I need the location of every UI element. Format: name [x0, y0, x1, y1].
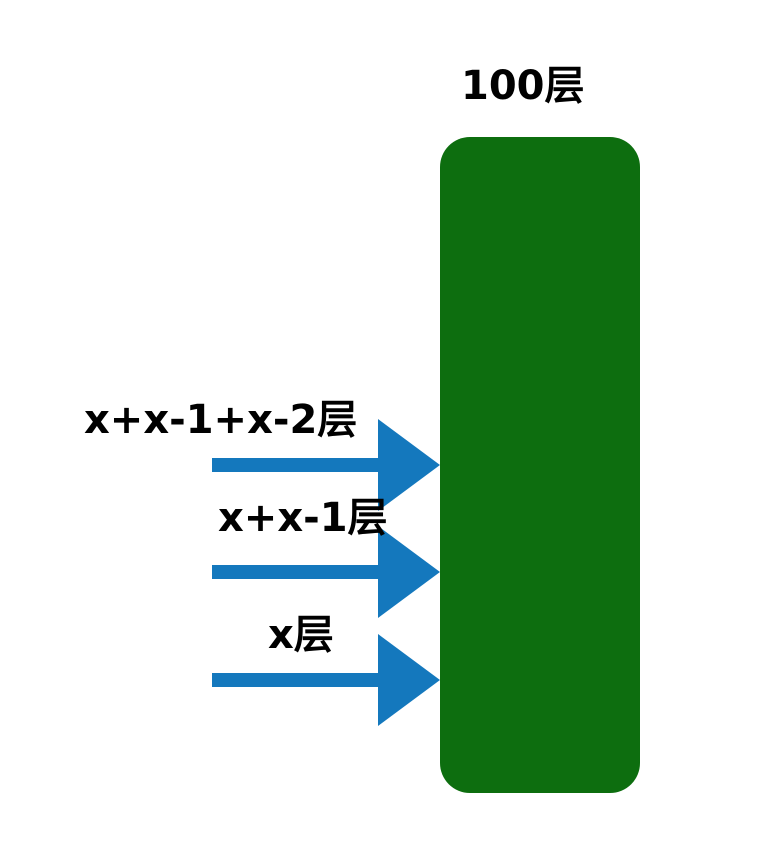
arrow-1-shaft [212, 458, 382, 472]
tower-block [440, 137, 640, 793]
arrow-3 [212, 634, 440, 726]
arrow-2-head [378, 526, 440, 618]
arrow-2-shaft [212, 565, 382, 579]
arrow-3-label: x层 [268, 612, 334, 658]
arrow-3-shaft [212, 673, 382, 687]
arrow-2-label: x+x-1层 [218, 495, 388, 541]
arrow-1-head [378, 419, 440, 511]
arrow-1 [212, 419, 440, 511]
tower-label: 100层 [461, 63, 585, 109]
arrow-3-head [378, 634, 440, 726]
arrow-1-label: x+x-1+x-2层 [84, 397, 358, 443]
arrow-2 [212, 526, 440, 618]
